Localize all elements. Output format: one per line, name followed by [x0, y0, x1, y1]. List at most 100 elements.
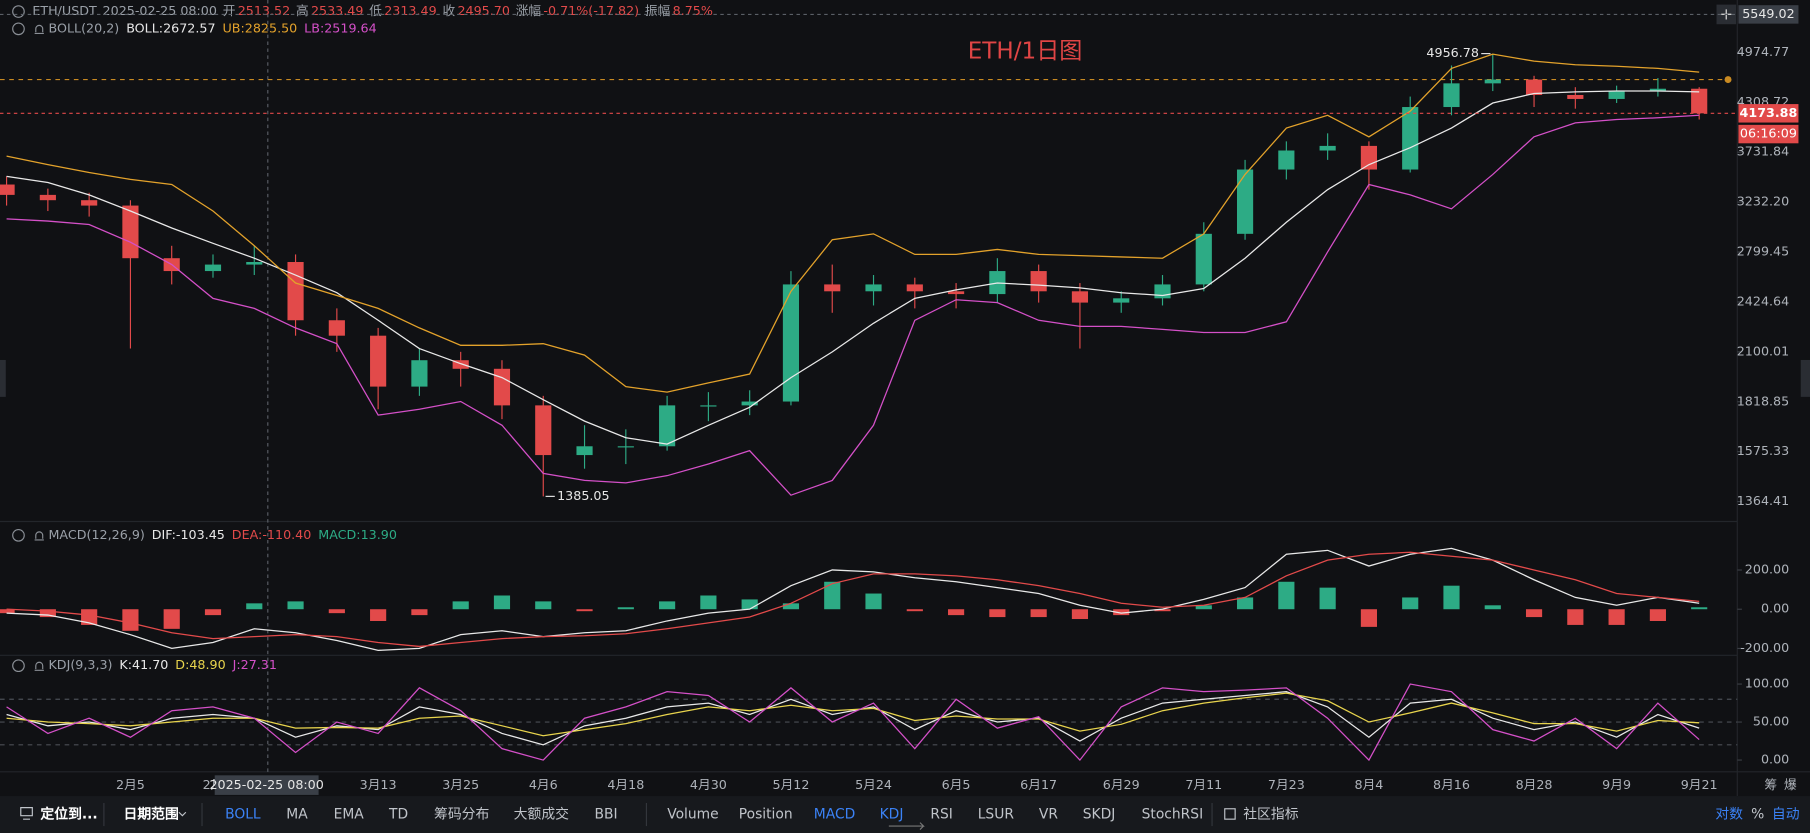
macd-bar: [287, 601, 304, 610]
indicator-line: [6, 692, 1700, 737]
toolbar-button[interactable]: 日期范围: [124, 806, 179, 823]
macd-bar: [1195, 605, 1212, 610]
legend-item: KDJ(9,3,3): [48, 657, 112, 672]
toolbar-button[interactable]: Position: [739, 807, 793, 823]
crosshair-label-box: [214, 775, 319, 795]
legend-item: MACD:13.90: [318, 527, 397, 542]
header-low-label: 低: [369, 3, 382, 18]
macd-bar: [122, 609, 139, 631]
macd-bar: [452, 601, 469, 610]
candle-body: [1608, 91, 1625, 99]
x-tick-label: 5月12: [772, 777, 809, 792]
toolbar-button[interactable]: BBI: [594, 807, 617, 823]
toolbar-button[interactable]: RSI: [930, 807, 952, 823]
toolbar-button[interactable]: 定位到...: [40, 806, 97, 823]
header-time: 2025-02-25 08:00: [103, 3, 217, 18]
toolbar-button[interactable]: %: [1751, 807, 1764, 823]
header-change-label: 涨幅: [516, 3, 542, 18]
plot: 4974.774308.723731.843232.202799.452424.…: [0, 5, 1799, 792]
countdown-box: [1738, 124, 1799, 144]
toolbar-button[interactable]: 大额成交: [514, 806, 569, 823]
axis-button[interactable]: 爆: [1784, 777, 1797, 792]
side-handle[interactable]: [1800, 359, 1810, 397]
y-tick-label: 2424.64: [1737, 293, 1789, 308]
toolbar-button[interactable]: 自动: [1772, 807, 1800, 823]
indicator-line: [6, 90, 1700, 445]
macd-bar: [81, 609, 98, 625]
toolbar-button[interactable]: EMA: [334, 807, 365, 823]
candle-body: [204, 264, 222, 272]
candle-body: [1443, 83, 1460, 108]
legend-item: BOLL:2672.57: [126, 20, 215, 35]
macd-bar: [700, 595, 717, 610]
toolbar-button[interactable]: MA: [286, 807, 308, 823]
collapse-icon[interactable]: [12, 22, 25, 36]
y-tick-label: 3232.20: [1737, 194, 1789, 209]
alert-handle[interactable]: [1724, 76, 1732, 84]
indicator-line: [6, 551, 1700, 648]
toolbar-button[interactable]: VR: [1039, 807, 1058, 823]
toolbar-button[interactable]: StochRSI: [1142, 807, 1204, 823]
candle-body: [865, 284, 882, 292]
x-tick-label: 3月13: [360, 777, 397, 792]
toolbar-button[interactable]: 对数: [1715, 807, 1743, 823]
toolbar-items: 定位到... 日期范围 BOLL MA EMA TD 筹码分布 大额成交 BBI Volume Po…: [20, 777, 1800, 830]
legend-item: D:48.90: [175, 657, 225, 672]
legend-item: UB:2825.50: [223, 20, 298, 35]
y-tick-label: 200.00: [1745, 561, 1789, 576]
toolbar-button[interactable]: KDJ: [880, 807, 904, 823]
axis-button[interactable]: 筹: [1764, 777, 1777, 792]
collapse-icon[interactable]: [12, 659, 25, 673]
candle-body: [1649, 88, 1666, 92]
legend-item: LB:2519.64: [304, 20, 377, 35]
candle-body: [1030, 271, 1047, 292]
y-tick-label: 0.00: [1761, 752, 1789, 767]
x-tick-label: 8月28: [1516, 777, 1553, 792]
macd-bar: [1525, 609, 1543, 618]
toolbar-button[interactable]: BOLL: [225, 807, 261, 823]
toolbar-button[interactable]: LSUR: [978, 807, 1015, 823]
chart-title: ETH/1日图: [968, 38, 1083, 64]
header-high: 2533.49: [311, 3, 363, 18]
legend-item: DEA:-110.40: [232, 527, 312, 542]
header-amplitude-label: 振幅: [645, 3, 671, 18]
x-tick-label: 6月5: [942, 777, 971, 792]
macd-bar: [1154, 609, 1171, 612]
macd-bar: [163, 609, 180, 629]
toolbar-button[interactable]: Volume: [667, 807, 718, 823]
x-tick-label: 9月9: [1602, 777, 1631, 792]
macd-bar: [1402, 597, 1419, 610]
x-tick-label: 8月16: [1433, 777, 1470, 792]
cursor-price: 5549.02: [1742, 6, 1794, 21]
macd-bar: [617, 607, 634, 610]
candle-body: [906, 284, 923, 292]
x-tick-label: 7月11: [1185, 777, 1222, 792]
macd-bar: [411, 609, 428, 616]
collapse-icon[interactable]: [12, 528, 25, 542]
y-tick-label: 100.00: [1745, 676, 1789, 691]
macd-bar: [1360, 609, 1377, 627]
crosshair-label: 2025-02-25 08:00: [209, 777, 323, 792]
candle-body: [452, 360, 469, 369]
toolbar-button[interactable]: 社区指标: [1243, 807, 1298, 823]
countdown: 06:16:09: [1740, 126, 1797, 141]
candle-body: [1484, 79, 1501, 84]
candle-body: [659, 405, 676, 447]
candle-body: [1071, 291, 1089, 303]
candle-body: [824, 284, 841, 292]
bell-icon: [34, 661, 44, 671]
side-handle[interactable]: [0, 359, 6, 397]
toolbar-button[interactable]: SKDJ: [1083, 807, 1116, 823]
toolbar-button[interactable]: TD: [388, 807, 408, 823]
toolbar-button[interactable]: 筹码分布: [434, 806, 489, 823]
macd-bar: [493, 595, 511, 610]
legend-item: BOLL(20,2): [48, 20, 119, 35]
toolbar: [0, 796, 1810, 833]
candle-body: [1567, 94, 1584, 99]
collapse-icon[interactable]: [12, 5, 25, 18]
toolbar-button[interactable]: MACD: [814, 807, 855, 823]
x-tick-label: 4月30: [690, 777, 727, 792]
candle-body: [535, 405, 552, 456]
macd-bar: [370, 609, 387, 621]
